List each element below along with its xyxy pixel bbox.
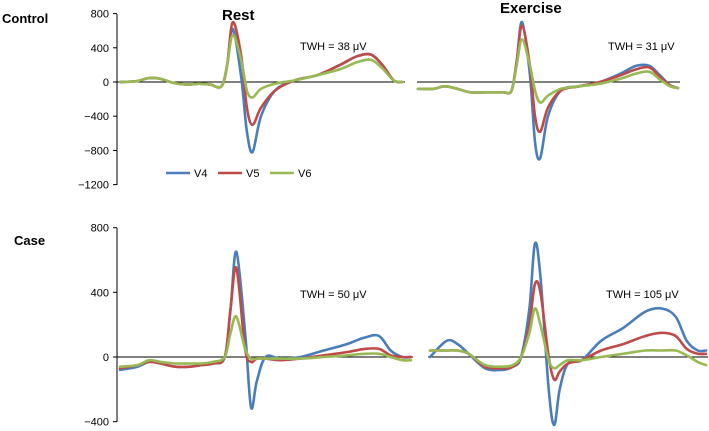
twh-annotation-case-exercise: TWH = 105 μV — [606, 289, 679, 301]
legend-label-v6: V6 — [298, 168, 311, 180]
legend: V4 V5 V6 — [166, 168, 311, 180]
twh-annotation-control-exercise: TWH = 31 μV — [608, 41, 675, 53]
y-tick-label: 800 — [91, 9, 109, 21]
y-tick-label: −1200 — [78, 180, 109, 192]
twh-annotation-control-rest: TWH = 38 μV — [300, 41, 367, 53]
trace-v4-case-rest — [118, 250, 413, 410]
row-label-case: Case — [14, 233, 45, 248]
y-tick-label: 800 — [91, 223, 109, 235]
y-tick-label: 0 — [103, 77, 109, 89]
trace-v6-control-rest — [118, 33, 404, 99]
y-tick-label: 0 — [103, 352, 109, 364]
trace-v6-case-exercise — [428, 307, 708, 370]
y-tick-label: −400 — [84, 111, 109, 123]
trace-v6-control-exercise — [416, 38, 680, 104]
y-tick-label: −400 — [84, 417, 109, 429]
column-title-exercise: Exercise — [500, 0, 562, 17]
trace-v5-case-rest — [118, 265, 413, 370]
trace-v5-control-rest — [118, 20, 404, 127]
y-tick-label: 400 — [91, 287, 109, 299]
legend-label-v4: V4 — [194, 168, 207, 180]
y-tick-label: −800 — [84, 145, 109, 157]
column-title-rest: Rest — [222, 7, 255, 24]
trace-v5-case-exercise — [428, 279, 708, 382]
y-axis-control: 800 400 0 −400 −800 −1200 — [78, 9, 118, 192]
row-label-control: Control — [2, 11, 48, 26]
trace-v4-case-exercise — [428, 241, 708, 427]
ecg-traces — [118, 20, 708, 427]
twh-annotation-case-rest: TWH = 50 μV — [300, 289, 367, 301]
y-axis-case: 800 400 0 −400 — [84, 223, 118, 429]
legend-label-v5: V5 — [246, 168, 259, 180]
y-tick-label: 400 — [91, 43, 109, 55]
trace-v6-case-rest — [118, 314, 413, 368]
